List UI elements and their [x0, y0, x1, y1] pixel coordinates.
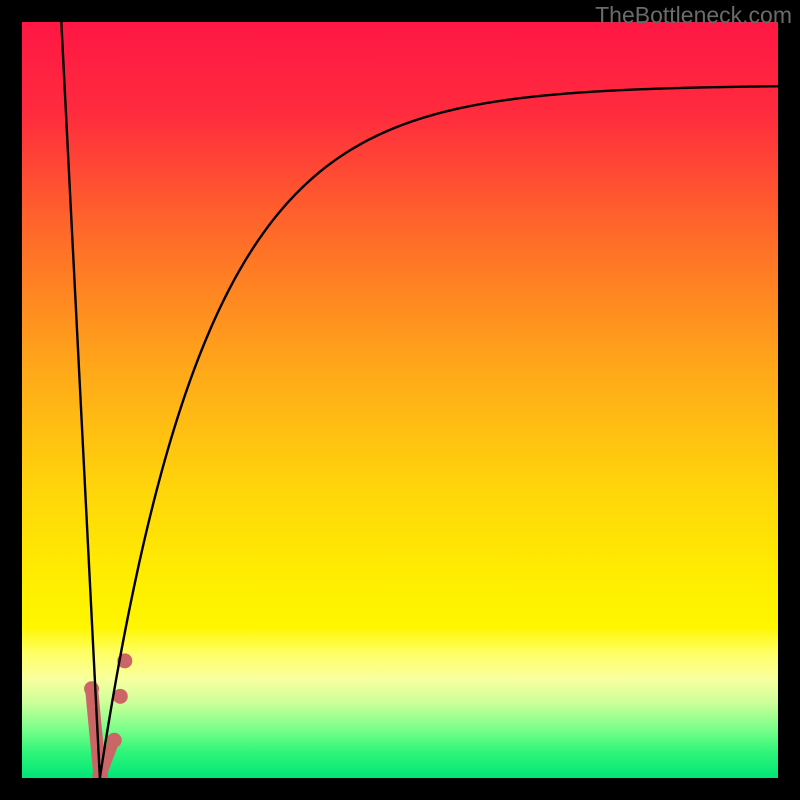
marker-dot: [113, 689, 127, 703]
chart-background: [22, 22, 778, 778]
marker-dot: [107, 733, 121, 747]
chart-svg: [22, 22, 778, 778]
watermark-label: TheBottleneck.com: [595, 2, 792, 29]
plot-area: [22, 22, 778, 778]
